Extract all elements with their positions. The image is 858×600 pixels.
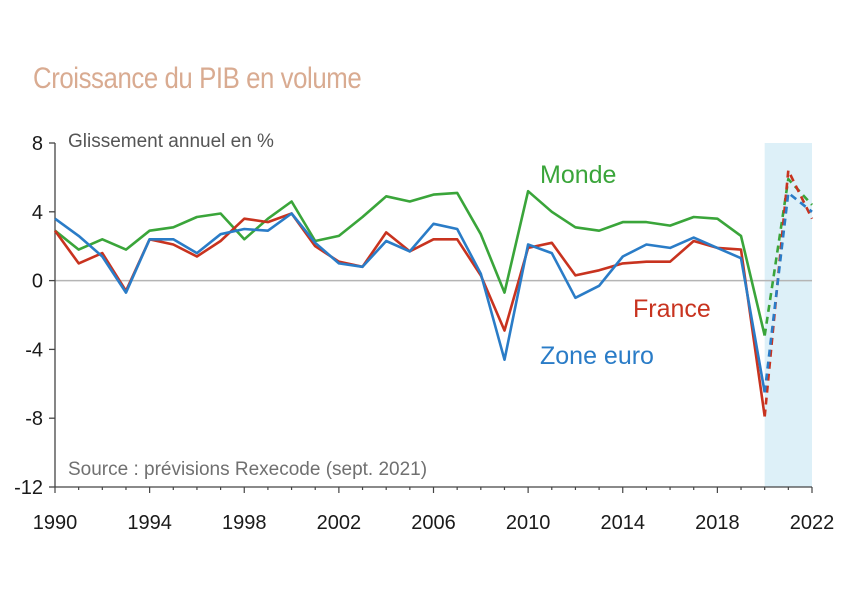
x-tick-label: 2014 [601,512,646,534]
y-tick-label: 8 [32,133,43,155]
forecast-region [764,143,812,487]
x-tick-label: 2006 [411,512,456,534]
x-tick-label: 1990 [33,512,78,534]
y-tick-label: -12 [14,477,43,499]
series-label-zone-euro: Zone euro [540,342,654,370]
series-line-zone-euro [54,212,766,393]
series-forecast-line-zone-euro [763,191,813,393]
series-label-monde: Monde [540,161,616,189]
y-tick-label: 0 [32,271,43,293]
series-forecast-line-monde [763,177,813,336]
unit-label: Glissement annuel en % [68,131,274,152]
x-tick-label: 1998 [222,512,267,534]
chart-title: Croissance du PIB en volume [33,62,362,95]
y-tick-label: 4 [32,202,43,224]
x-tick-label: 2002 [317,512,362,534]
x-tick-label: 1994 [127,512,172,534]
x-tick-label: 2010 [506,512,551,534]
series-forecast-line-france [763,169,814,417]
x-tick-label: 2022 [790,512,835,534]
x-tick-label: 2018 [695,512,740,534]
series-line-monde [54,189,766,336]
y-tick-label: -8 [25,408,43,430]
source-label: Source : prévisions Rexecode (sept. 2021… [68,459,427,480]
y-tick-label: -4 [25,339,43,361]
series-label-france: France [633,295,711,323]
